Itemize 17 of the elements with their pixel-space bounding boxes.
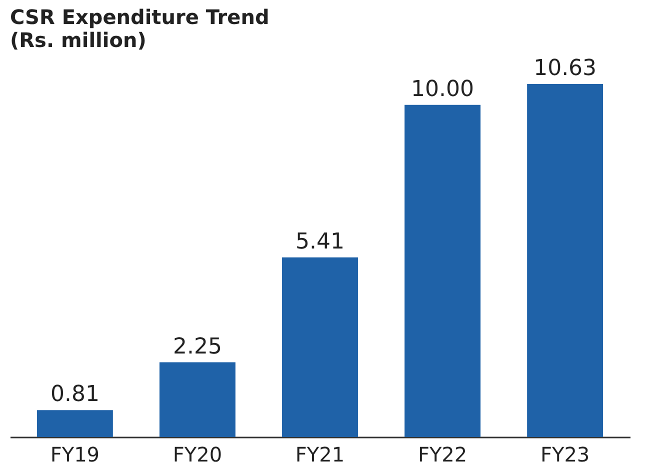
x-tick-label: FY21 [295,442,345,466]
bar [282,257,358,437]
chart-subtitle: (Rs. million) [10,28,146,52]
x-tick-label: FY23 [540,442,590,466]
data-label: 2.25 [172,334,222,360]
data-label: 0.81 [50,382,100,408]
data-label: 10.00 [411,76,474,102]
bar [36,410,113,437]
data-label: 5.41 [296,229,344,254]
data-label: 10.63 [534,56,597,81]
bar [404,104,481,437]
chart-title: CSR Expenditure Trend [10,5,270,29]
x-tick-label: FY19 [50,442,100,466]
x-tick-label: FY22 [418,442,468,466]
bar [527,84,604,437]
bar [159,362,236,437]
x-tick-label: FY20 [172,442,222,466]
